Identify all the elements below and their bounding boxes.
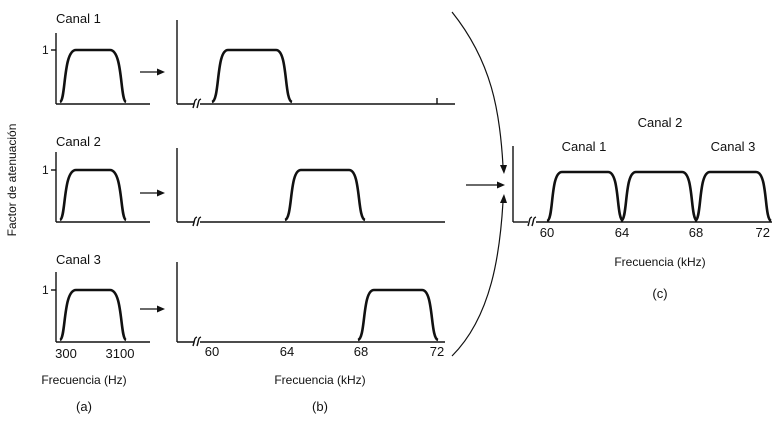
row1-a-tick-1-label: 1: [42, 43, 49, 57]
channel-3-passband-a: [58, 288, 128, 342]
row2-a-tick-1-label: 1: [42, 163, 49, 177]
panel-c: Canal 2 Canal 1 Canal 3 60 64 68 72 Frec…: [512, 115, 772, 301]
row3-a-tick-1-label: 1: [42, 283, 49, 297]
arrows-a-to-b: [140, 68, 165, 313]
channel-3-label-a: Canal 3: [56, 252, 101, 267]
row2-b-axis-break: [192, 216, 202, 227]
channel-2-passband-c: [620, 170, 698, 223]
channel-1-passband-b: [211, 48, 293, 104]
curve-from-row1: [451, 11, 504, 167]
row3-b-axis-break: [192, 336, 202, 347]
panel-c-tick-60: 60: [540, 225, 554, 240]
panel-b-tick-60: 60: [205, 344, 219, 359]
panel-c-xlabel: Frecuencia (kHz): [614, 255, 705, 269]
panel-c-tick-68: 68: [689, 225, 703, 240]
channel-1-label-a: Canal 1: [56, 11, 101, 26]
panel-b-tick-72: 72: [430, 344, 444, 359]
row1-b-axis-break: [192, 98, 202, 109]
panel-a: Canal 1 1 Canal 2 1 Canal 3 1 300 3100 F…: [41, 11, 150, 414]
channel-2-passband-b: [284, 168, 366, 222]
channel-2-passband-a: [58, 168, 128, 222]
combining-arrows: [451, 11, 507, 357]
panel-a-tick-300: 300: [55, 346, 77, 361]
y-axis-label: Factor de atenuación: [5, 124, 19, 237]
panel-b-xlabel: Frecuencia (kHz): [274, 373, 365, 387]
channel-1-passband-a: [58, 48, 128, 104]
curve-from-row3: [451, 201, 504, 357]
panel-c-canal-3-label: Canal 3: [711, 139, 756, 154]
panel-c-caption: (c): [652, 286, 667, 301]
panel-a-xlabel: Frecuencia (Hz): [41, 373, 126, 387]
panel-a-caption: (a): [76, 399, 92, 414]
panel-b-caption: (b): [312, 399, 328, 414]
panel-a-tick-3100: 3100: [106, 346, 135, 361]
panel-c-tick-72: 72: [756, 225, 770, 240]
panel-c-canal-2-label: Canal 2: [638, 115, 683, 130]
channel-1-passband-c: [546, 170, 624, 223]
panel-c-canal-1-label: Canal 1: [562, 139, 607, 154]
channel-3-passband-b: [357, 288, 439, 342]
panel-c-tick-64: 64: [615, 225, 629, 240]
channel-2-label-a: Canal 2: [56, 134, 101, 149]
channel-3-passband-c: [694, 170, 772, 223]
panel-c-axis-break: [527, 216, 537, 227]
panel-b: 60 64 68 72 Frecuencia (kHz) (b): [176, 20, 455, 414]
panel-b-tick-64: 64: [280, 344, 294, 359]
panel-b-tick-68: 68: [354, 344, 368, 359]
